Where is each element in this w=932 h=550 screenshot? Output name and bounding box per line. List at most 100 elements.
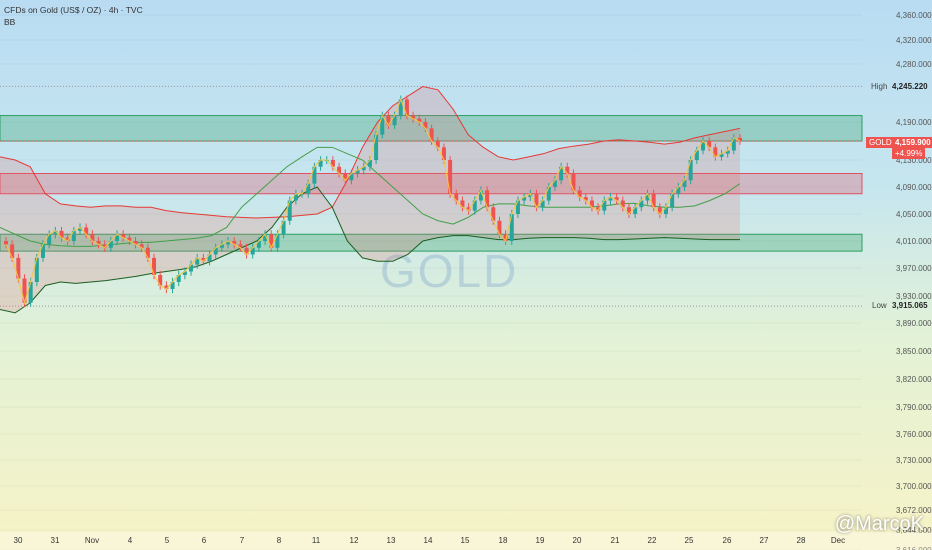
candle — [226, 241, 231, 245]
candle — [657, 207, 662, 214]
indicator-label: BB — [4, 17, 16, 27]
candle — [478, 190, 483, 201]
author-credit: @MarcoK — [834, 513, 924, 535]
candle — [522, 197, 527, 201]
candle — [503, 234, 508, 241]
candle — [96, 241, 101, 245]
upper-band — [0, 86, 741, 219]
candle — [330, 160, 335, 167]
y-tick-label-18: 3,644.000 — [896, 526, 932, 535]
x-tick-label-22: Dec — [831, 536, 845, 545]
candle — [343, 173, 348, 181]
candle — [337, 166, 342, 174]
chart-header: CFDs on Gold (US$ / OZ) · 4h · TVC BB — [4, 4, 143, 28]
x-tick-label-20: 27 — [760, 536, 769, 545]
zone-resistance-1 — [0, 173, 863, 195]
candle — [386, 115, 391, 126]
y-tick-label-13: 3,790.000 — [896, 403, 932, 412]
candle — [380, 115, 385, 135]
candle — [534, 193, 539, 208]
candle — [108, 241, 113, 248]
x-tick-label-15: 20 — [573, 536, 582, 545]
candle — [145, 247, 150, 258]
candle — [700, 141, 705, 151]
y-tick-label-8: 3,970.000 — [896, 264, 932, 273]
candle — [207, 254, 212, 262]
x-tick-label-9: 12 — [350, 536, 359, 545]
low-value: 3,915.065 — [892, 301, 928, 310]
y-tick-label-15: 3,730.000 — [896, 456, 932, 465]
candle — [725, 150, 730, 154]
candle — [589, 200, 594, 208]
candle — [620, 200, 625, 208]
candle — [281, 220, 286, 235]
candle — [565, 166, 570, 174]
candle — [472, 200, 477, 211]
candle — [682, 180, 687, 187]
candle — [293, 193, 298, 201]
candle — [238, 244, 243, 248]
candle — [182, 271, 187, 275]
candle — [423, 122, 428, 129]
y-tick-label-10: 3,890.000 — [896, 319, 932, 328]
candle — [41, 244, 46, 258]
symbol-title: CFDs on Gold (US$ / OZ) · 4h · TVC — [4, 5, 143, 15]
x-tick-label-2: Nov — [85, 536, 99, 545]
candle — [411, 115, 416, 119]
y-tick-label-1: 4,320.000 — [896, 36, 932, 45]
candle — [269, 234, 274, 248]
candle — [201, 257, 206, 262]
candle — [355, 170, 360, 174]
candle — [583, 197, 588, 201]
candle — [312, 166, 317, 184]
x-tick-label-3: 4 — [128, 536, 133, 545]
x-tick-label-1: 31 — [51, 536, 60, 545]
candle — [263, 234, 268, 241]
candle — [515, 200, 520, 214]
candle — [639, 200, 644, 208]
candle — [645, 193, 650, 201]
candle — [614, 197, 619, 201]
candle — [164, 285, 169, 289]
candle — [16, 257, 21, 279]
candle — [602, 200, 607, 211]
candle — [152, 257, 157, 275]
x-tick-label-11: 14 — [424, 536, 433, 545]
candle — [596, 207, 601, 211]
y-tick-label-12: 3,820.000 — [896, 375, 932, 384]
y-tick-label-4: 4,130.000 — [896, 156, 932, 165]
x-tick-label-6: 7 — [240, 536, 245, 545]
candle — [133, 241, 138, 245]
x-tick-label-17: 22 — [648, 536, 657, 545]
candle — [670, 193, 675, 208]
candle — [53, 230, 58, 235]
y-tick-label-3: 4,190.000 — [896, 118, 932, 127]
x-tick-label-12: 15 — [461, 536, 470, 545]
candle — [34, 257, 39, 282]
candle — [491, 207, 496, 221]
y-tick-label-11: 3,850.000 — [896, 347, 932, 356]
x-axis-strip — [0, 532, 932, 550]
y-tick-label-5: 4,090.000 — [896, 183, 932, 192]
candle — [429, 128, 434, 141]
x-tick-label-18: 25 — [685, 536, 694, 545]
candle — [485, 190, 490, 208]
low-label: Low — [872, 301, 887, 310]
y-tick-label-2: 4,280.000 — [896, 60, 932, 69]
candle — [244, 247, 249, 255]
x-tick-label-4: 5 — [165, 536, 170, 545]
candle — [738, 137, 742, 141]
candle — [713, 147, 718, 157]
y-tick-label-17: 3,672.000 — [896, 506, 932, 515]
x-tick-label-0: 30 — [14, 536, 23, 545]
candle — [219, 244, 224, 248]
candle — [318, 160, 323, 167]
x-tick-label-19: 26 — [723, 536, 732, 545]
high-value: 4,245.220 — [892, 82, 928, 91]
candle — [552, 180, 557, 187]
candle — [65, 237, 70, 241]
x-tick-label-21: 28 — [797, 536, 806, 545]
candle — [102, 244, 107, 248]
